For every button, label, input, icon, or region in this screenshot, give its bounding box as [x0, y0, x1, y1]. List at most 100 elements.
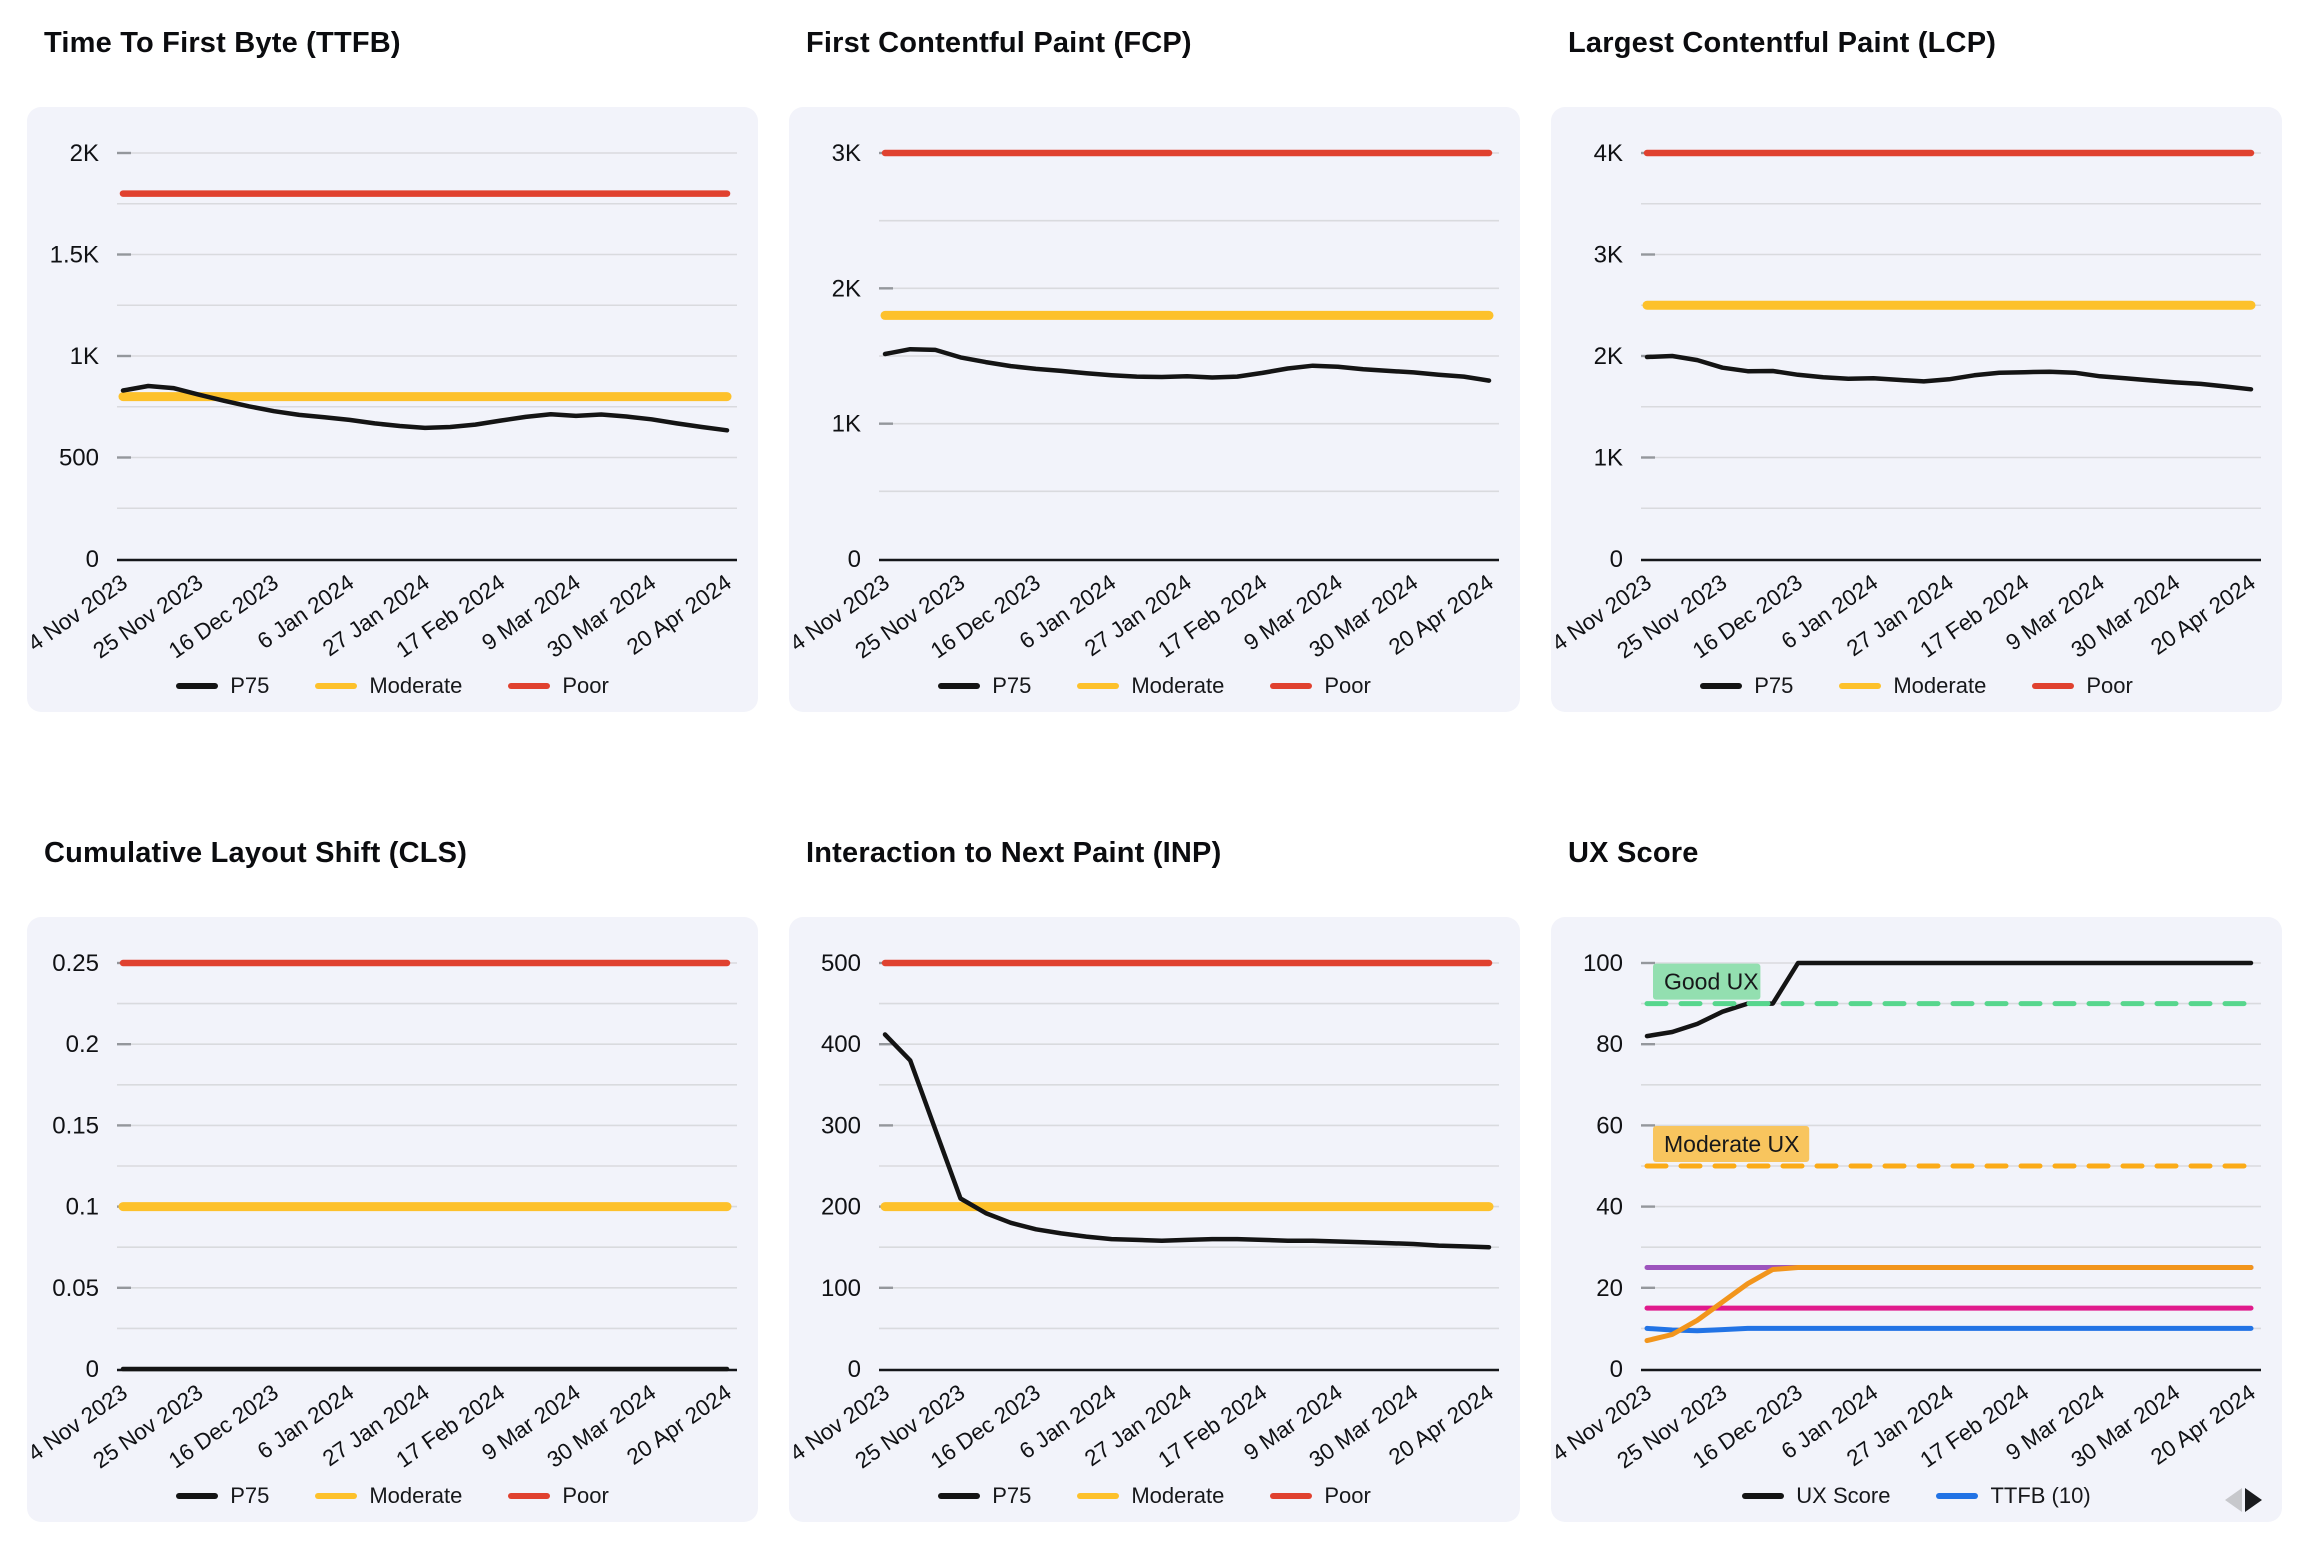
legend-swatch [1839, 683, 1882, 689]
y-axis-labels: 0 500 1K 1.5K 2K [50, 140, 99, 573]
legend-label: P75 [992, 673, 1032, 698]
y-tick-label: 100 [1583, 950, 1623, 977]
gridlines [879, 961, 1499, 1330]
gridlines [1641, 151, 2261, 510]
chart-title: Cumulative Layout Shift (CLS) [44, 837, 468, 869]
legend-label: P75 [230, 1483, 270, 1508]
y-tick-label: 2K [70, 140, 99, 167]
legend-item-moderate[interactable]: Moderate [1839, 673, 1986, 699]
legend-item-poor[interactable]: Poor [508, 1483, 609, 1509]
y-axis-labels: 0 1K 2K 3K 4K [1594, 140, 1623, 573]
y-tick-label: 300 [821, 1112, 861, 1139]
y-tick-label: 500 [821, 950, 861, 977]
legend-swatch [2032, 683, 2075, 689]
legend-swatch [1270, 1493, 1313, 1499]
y-tick-label: 1K [832, 411, 861, 438]
legend-swatch [938, 1493, 981, 1499]
legend-next-arrow[interactable] [2245, 1488, 2262, 1512]
series-line-p75 [882, 1032, 1492, 1250]
legend-label: Poor [562, 673, 609, 698]
legend-label: Moderate [369, 673, 463, 698]
y-tick-label: 1K [70, 343, 99, 370]
gridlines [879, 151, 1499, 493]
legend-item-p75[interactable]: P75 [938, 673, 1031, 699]
chart-panel: 0 500 1K 1.5K 2K 4 Nov 2023 25 Nov 2023 16 Dec … [27, 107, 758, 712]
legend-label: Moderate [1131, 673, 1225, 698]
chart-card-lcp: Largest Contentful Paint (LCP) 0 1K 2K 3K 4K 4… [1551, 25, 2282, 712]
y-tick-label: 0.05 [52, 1275, 99, 1302]
series-line-p75 [1644, 353, 2254, 392]
chart-legend: P75 Moderate Poor [1551, 673, 2282, 699]
legend-swatch [508, 1493, 551, 1499]
legend-item-p75[interactable]: P75 [176, 673, 269, 699]
legend-item-p75[interactable]: P75 [1700, 673, 1793, 699]
legend-label: Moderate [1893, 673, 1987, 698]
legend-item-p75[interactable]: P75 [176, 1483, 269, 1509]
legend-swatch [938, 683, 981, 689]
y-tick-label: 0 [86, 546, 99, 573]
chart-title: Largest Contentful Paint (LCP) [1568, 27, 1997, 59]
legend-item-moderate[interactable]: Moderate [1077, 673, 1224, 699]
legend-swatch [1700, 683, 1743, 689]
y-tick-label: 60 [1596, 1112, 1623, 1139]
legend-swatch [315, 1493, 358, 1499]
chart-legend: P75 Moderate Poor [27, 673, 758, 699]
legend-item-moderate[interactable]: Moderate [315, 1483, 462, 1509]
legend-label: P75 [230, 673, 270, 698]
y-tick-label: 3K [1594, 242, 1623, 269]
legend-item-p75[interactable]: P75 [938, 1483, 1031, 1509]
y-tick-label: 40 [1596, 1194, 1623, 1221]
y-tick-label: 0 [1610, 546, 1623, 573]
chart-legend: P75 Moderate Poor [27, 1483, 758, 1509]
ref-badge-label: Good UX [1664, 969, 1759, 995]
legend-item-poor[interactable]: Poor [1270, 1483, 1371, 1509]
legend-label: P75 [1754, 673, 1794, 698]
legend-item-poor[interactable]: Poor [508, 673, 609, 699]
y-tick-label: 0 [1610, 1356, 1623, 1383]
legend-item-ux-score[interactable]: UX Score [1742, 1483, 1890, 1509]
legend-label: Poor [1324, 673, 1371, 698]
dashboard-grid: Time To First Byte (TTFB) 0 500 1K 1.5K 2K 4 N… [27, 25, 2282, 1522]
legend-label: TTFB (10) [1990, 1483, 2091, 1508]
ref-badge [1653, 1126, 1810, 1162]
y-tick-label: 80 [1596, 1031, 1623, 1058]
legend-item-moderate[interactable]: Moderate [1077, 1483, 1224, 1509]
y-axis-labels: 0 100 200 300 400 500 [821, 950, 861, 1383]
legend-swatch [1270, 683, 1313, 689]
chart-card-cls: Cumulative Layout Shift (CLS) 0 0.05 0.1 0.1… [27, 835, 758, 1522]
ref-badge [1653, 963, 1761, 1000]
legend-prev-arrow[interactable] [2225, 1488, 2242, 1512]
y-tick-label: 0 [848, 546, 861, 573]
y-tick-label: 20 [1596, 1275, 1623, 1302]
legend-item-ttfb-10-[interactable]: TTFB (10) [1936, 1483, 2091, 1509]
legend-item-poor[interactable]: Poor [2032, 673, 2133, 699]
chart-title: First Contentful Paint (FCP) [806, 27, 1192, 59]
series-line-p75 [120, 383, 730, 433]
chart-panel: 0 20 40 60 80 100 4 Nov 2023 25 Nov 2023 16 Dec … [1551, 917, 2282, 1522]
legend-swatch [1742, 1493, 1785, 1499]
chart-title: Time To First Byte (TTFB) [44, 27, 401, 59]
legend-item-poor[interactable]: Poor [1270, 673, 1371, 699]
y-tick-label: 1.5K [50, 242, 99, 269]
legend-label: Poor [562, 1483, 609, 1508]
chart-panel: 0 100 200 300 400 500 4 Nov 2023 25 Nov 2023 16 … [789, 917, 1520, 1522]
legend-item-moderate[interactable]: Moderate [315, 673, 462, 699]
chart-panel: 0 0.05 0.1 0.15 0.2 0.25 4 Nov 2023 25 Nov 2023… [27, 917, 758, 1522]
legend-label: UX Score [1796, 1483, 1891, 1508]
y-tick-label: 200 [821, 1194, 861, 1221]
chart-title: UX Score [1568, 837, 1699, 869]
y-tick-label: 100 [821, 1275, 861, 1302]
ref-badge-label: Moderate UX [1664, 1131, 1800, 1157]
y-axis-labels: 0 1K 2K 3K [832, 140, 861, 573]
y-tick-label: 0.15 [52, 1112, 99, 1139]
legend-swatch [315, 683, 358, 689]
chart-panel: 0 1K 2K 3K 4K 4 Nov 2023 25 Nov 2023 16 Dec 202… [1551, 107, 2282, 712]
y-tick-label: 500 [59, 445, 99, 472]
gridlines [117, 151, 737, 510]
